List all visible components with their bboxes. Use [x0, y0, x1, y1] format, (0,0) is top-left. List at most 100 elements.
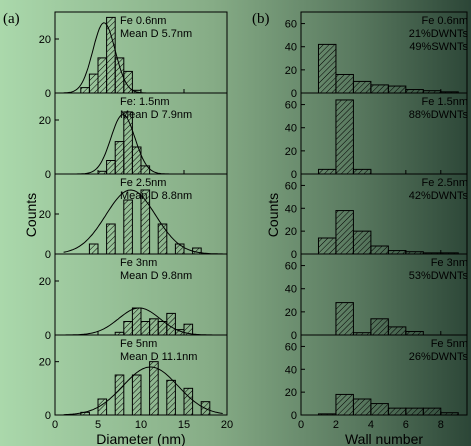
histogram-bar [335, 73, 354, 94]
histogram-bar [114, 141, 125, 175]
y-tick-label: 0 [45, 169, 51, 181]
y-tick-label: 60 [285, 341, 297, 353]
histogram-bar [131, 374, 142, 416]
x-tick-label: 10 [135, 419, 147, 431]
y-tick-label: 0 [45, 330, 51, 342]
y-tick-label: 20 [285, 387, 297, 399]
histogram-bar [422, 407, 442, 416]
y-tick-label: 20 [39, 209, 51, 221]
histogram-bar [80, 87, 90, 94]
histogram-bar [123, 199, 133, 255]
histogram-bar [370, 403, 389, 416]
x-axis-label: Wall number [345, 431, 423, 446]
y-axis-label: Counts [23, 193, 39, 237]
histogram-bar [131, 307, 142, 336]
histogram-bar [335, 393, 354, 416]
subplot-label: Mean D 7.9nm [120, 109, 192, 121]
subplot-label: 53%DWNTs [409, 270, 469, 282]
y-tick-label: 40 [285, 203, 297, 215]
histogram-bar [114, 374, 125, 416]
x-tick-label: 5 [95, 419, 101, 431]
gaussian-fit-line [63, 307, 223, 336]
y-tick-label: 20 [285, 146, 297, 158]
histogram-bar [317, 43, 337, 94]
y-tick-label: 20 [285, 307, 297, 319]
gaussian-fit-line [63, 189, 223, 255]
histogram-bar [387, 85, 407, 94]
x-tick-label: 6 [403, 419, 409, 431]
histogram-bar [166, 379, 176, 416]
histogram-bar [335, 210, 354, 255]
y-tick-label: 0 [291, 88, 297, 100]
histogram-bar [140, 321, 151, 336]
histogram-bar [352, 80, 372, 94]
y-tick-label: 20 [285, 65, 297, 77]
histogram-bar [183, 387, 194, 416]
histogram-bar [370, 245, 389, 255]
y-tick-label: 20 [39, 357, 51, 369]
histogram-bar [387, 326, 407, 336]
histogram-bar [335, 302, 354, 336]
histogram-bar [106, 16, 116, 94]
y-tick-label: 0 [45, 249, 51, 261]
histogram-bar [157, 223, 168, 255]
y-tick-label: 0 [291, 410, 297, 422]
histogram-bar [352, 168, 372, 175]
y-tick-label: 60 [285, 261, 297, 273]
y-tick-label: 60 [285, 19, 297, 31]
histogram-bar [106, 160, 116, 175]
subplot-label: Fe 2.5nm [422, 177, 468, 189]
y-tick-label: 60 [285, 180, 297, 192]
histogram-bar [440, 412, 459, 416]
y-tick-label: 40 [285, 284, 297, 296]
histogram-bar [387, 407, 407, 416]
x-tick-label: 0 [52, 419, 58, 431]
y-tick-label: 0 [291, 330, 297, 342]
subplot-label: Fe 5nm [431, 338, 468, 350]
histogram-bar [370, 318, 389, 336]
histogram-bar [97, 57, 108, 94]
histogram-bar [387, 250, 407, 255]
subplot-label: 26%DWNTs [409, 351, 469, 363]
subplot-label: Fe: 1.5nm [120, 96, 170, 108]
histogram-bar [174, 243, 185, 255]
panel-label: (a) [3, 11, 20, 27]
y-tick-label: 40 [285, 364, 297, 376]
y-tick-label: 20 [39, 34, 51, 46]
y-tick-label: 0 [45, 88, 51, 100]
y-tick-label: 0 [291, 249, 297, 261]
histogram-bar [335, 99, 354, 175]
panel-label: (b) [252, 11, 270, 27]
y-tick-label: 40 [285, 123, 297, 135]
x-axis-label: Diameter (nm) [96, 431, 185, 446]
y-tick-label: 0 [291, 169, 297, 181]
subplot-label: Fe 0.6nm [120, 15, 166, 27]
histogram-bar [317, 237, 337, 255]
x-tick-label: 0 [298, 419, 304, 431]
histogram-bar [352, 398, 372, 416]
subplot-label: Mean D 9.8nm [120, 270, 192, 282]
subplot-label: Fe 3nm [431, 257, 468, 269]
histogram-bar [149, 318, 159, 336]
histogram-bar [88, 243, 99, 255]
histogram-bar [370, 84, 389, 94]
histogram-bar [166, 312, 176, 336]
subplot-label: 88%DWNTs [409, 109, 469, 121]
y-tick-label: 20 [285, 226, 297, 238]
histogram-bar [106, 223, 116, 255]
histogram-bar [405, 331, 424, 336]
subplot-label: Fe 1.5nm [422, 96, 468, 108]
y-tick-label: 60 [285, 100, 297, 112]
x-tick-label: 2 [333, 419, 339, 431]
x-tick-label: 4 [368, 419, 374, 431]
y-tick-label: 20 [39, 276, 51, 288]
x-tick-label: 15 [178, 419, 190, 431]
